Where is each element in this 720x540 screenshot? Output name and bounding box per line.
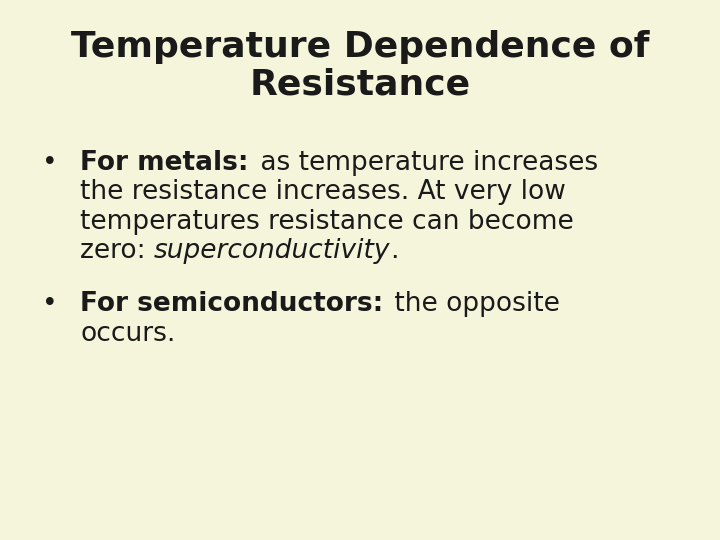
Text: occurs.: occurs. — [80, 321, 176, 347]
Text: •: • — [42, 292, 58, 318]
Text: For semiconductors:: For semiconductors: — [80, 292, 383, 318]
Text: the resistance increases. At very low: the resistance increases. At very low — [80, 179, 566, 205]
Text: temperatures resistance can become: temperatures resistance can become — [80, 209, 574, 235]
Text: as temperature increases: as temperature increases — [251, 150, 598, 176]
Text: zero:: zero: — [80, 238, 154, 265]
Text: Temperature Dependence of: Temperature Dependence of — [71, 30, 649, 64]
Text: .: . — [390, 238, 399, 265]
Text: the opposite: the opposite — [386, 292, 560, 318]
Text: For metals:: For metals: — [80, 150, 248, 176]
Text: Resistance: Resistance — [249, 68, 471, 102]
Text: •: • — [42, 150, 58, 176]
Text: superconductivity: superconductivity — [154, 238, 390, 265]
